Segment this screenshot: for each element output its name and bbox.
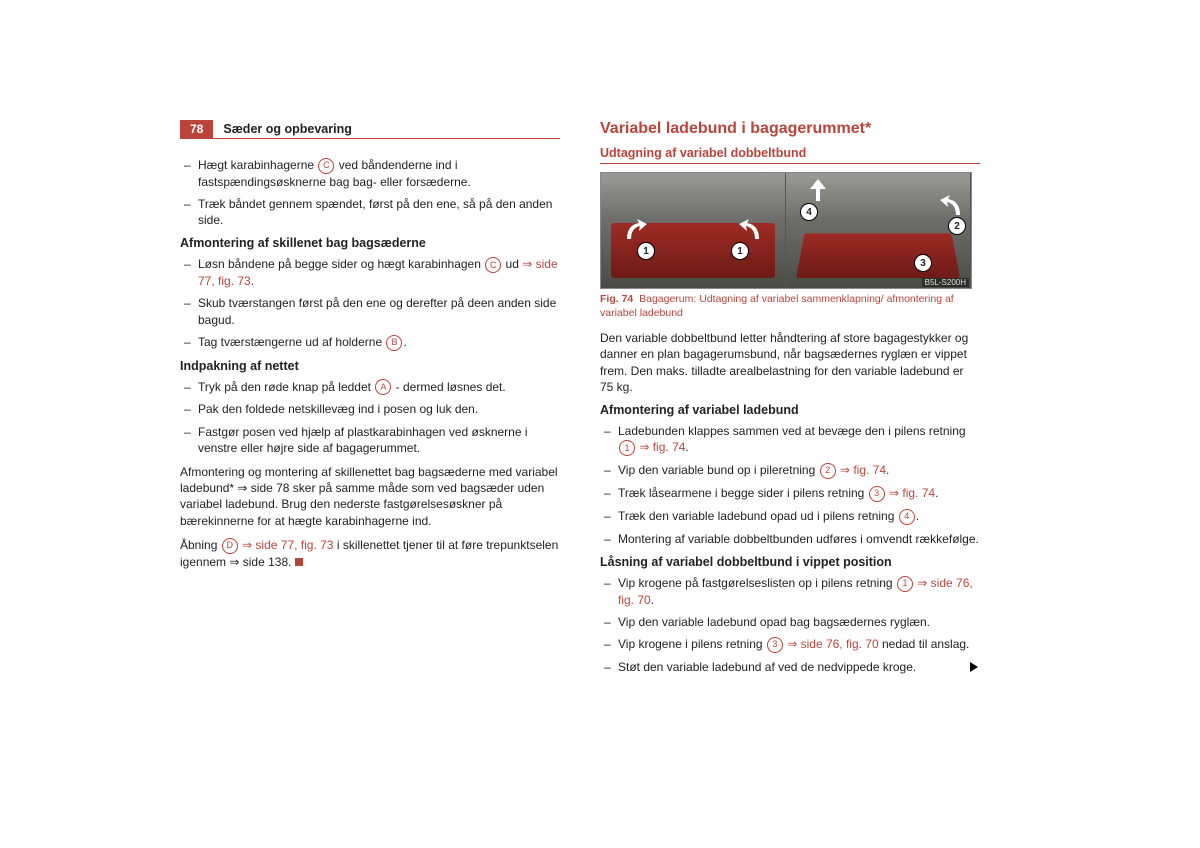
list-item: Skub tværstangen først på den ene og der… <box>180 295 560 327</box>
arrow-curve-icon <box>940 195 964 219</box>
arrow-icon <box>739 219 763 243</box>
left-column: 78 Sæder og opbevaring Hægt karabinhager… <box>180 120 560 683</box>
continue-arrow-icon <box>968 661 980 677</box>
list-item: Vip den variable ladebund opad bag bagsæ… <box>600 614 980 630</box>
page-ref: ⇒ side 76, fig. 70 <box>784 637 879 651</box>
marker-icon: A <box>375 379 391 395</box>
sec1-list: Løsn båndene på begge sider og hægt kara… <box>180 256 560 350</box>
marker-icon: 3 <box>869 486 885 502</box>
list-item: Træk den variable ladebund opad ud i pil… <box>600 508 980 525</box>
page-ref: ⇒ fig. 74 <box>886 486 935 500</box>
list-item: Hægt karabinhagerne C ved båndenderne in… <box>180 157 560 190</box>
list-item: Montering af variable dobbeltbunden udfø… <box>600 531 980 547</box>
list-item: Støt den variable ladebund af ved de ned… <box>600 659 980 675</box>
arrow-up-icon <box>806 179 830 203</box>
marker-icon: B <box>386 335 402 351</box>
load-floor-tilted <box>796 233 960 278</box>
section-heading: Variabel ladebund i bagagerummet* <box>600 120 980 138</box>
callout-1: 1 <box>637 242 655 260</box>
list-item: Træk låsearmene i begge sider i pilens r… <box>600 485 980 502</box>
subheading: Låsning af variabel dobbeltbund i vippet… <box>600 555 980 569</box>
figure-caption: Fig. 74 Bagagerum: Udtagning af variabel… <box>600 293 980 320</box>
intro-list: Hægt karabinhagerne C ved båndenderne in… <box>180 157 560 228</box>
list-item: Ladebunden klappes sammen ved at bevæge … <box>600 423 980 456</box>
subheading: Afmontering af variabel ladebund <box>600 403 980 417</box>
marker-icon: 1 <box>897 576 913 592</box>
figure-right-half: 4 2 3 <box>786 173 971 288</box>
page-ref: ⇒ fig. 74 <box>636 440 685 454</box>
list-item: Tryk på den røde knap på leddet A - derm… <box>180 379 560 396</box>
marker-icon: 4 <box>899 509 915 525</box>
paragraph: Den variable dobbeltbund letter håndteri… <box>600 330 980 395</box>
list-item: Pak den foldede netskillevæg ind i posen… <box>180 401 560 417</box>
page-ref: ⇒ fig. 74 <box>837 463 886 477</box>
paragraph: Afmontering og montering af skillenettet… <box>180 464 560 529</box>
marker-icon: 2 <box>820 463 836 479</box>
marker-icon: C <box>485 257 501 273</box>
subsection-heading: Udtagning af variabel dobbeltbund <box>600 146 980 164</box>
right-column: Variabel ladebund i bagagerummet* Udtagn… <box>600 120 980 683</box>
arrow-icon <box>623 219 647 243</box>
callout-3: 3 <box>914 254 932 272</box>
subheading: Indpakning af nettet <box>180 359 560 373</box>
marker-icon: 3 <box>767 637 783 653</box>
page-ref: ⇒ side 77, fig. 73 <box>239 538 334 552</box>
marker-icon: 1 <box>619 440 635 456</box>
figure-left-half: 1 1 <box>601 173 786 288</box>
callout-4: 4 <box>800 203 818 221</box>
marker-icon: C <box>318 158 334 174</box>
list-item: Vip krogene på fastgørelseslisten op i p… <box>600 575 980 608</box>
list-item: Tag tværstængerne ud af holderne B. <box>180 334 560 351</box>
manual-page: 78 Sæder og opbevaring Hægt karabinhager… <box>0 0 1200 723</box>
sec2-list: Tryk på den røde knap på leddet A - derm… <box>180 379 560 456</box>
callout-1b: 1 <box>731 242 749 260</box>
list-item: Vip krogene i pilens retning 3 ⇒ side 76… <box>600 636 980 653</box>
page-header: 78 Sæder og opbevaring <box>180 120 560 139</box>
list-item: Træk båndet gennem spændet, først på den… <box>180 196 560 228</box>
marker-icon: D <box>222 538 238 554</box>
page-title: Sæder og opbevaring <box>213 120 362 138</box>
paragraph: Åbning D ⇒ side 77, fig. 73 i skillenett… <box>180 537 560 570</box>
list-item: Vip den variable bund op i pileretning 2… <box>600 462 980 479</box>
right-sec2-list: Vip krogene på fastgørelseslisten op i p… <box>600 575 980 675</box>
list-item: Løsn båndene på begge sider og hægt kara… <box>180 256 560 289</box>
right-sec1-list: Ladebunden klappes sammen ved at bevæge … <box>600 423 980 547</box>
subheading: Afmontering af skillenet bag bagsæderne <box>180 236 560 250</box>
figure-code: B5L-S200H <box>922 278 969 287</box>
callout-2: 2 <box>948 217 966 235</box>
end-mark-icon <box>295 558 303 566</box>
page-number: 78 <box>180 120 213 138</box>
list-item: Fastgør posen ved hjælp af plastkarabinh… <box>180 424 560 456</box>
figure-74: 1 1 4 2 3 B5L-S200H <box>600 172 972 289</box>
